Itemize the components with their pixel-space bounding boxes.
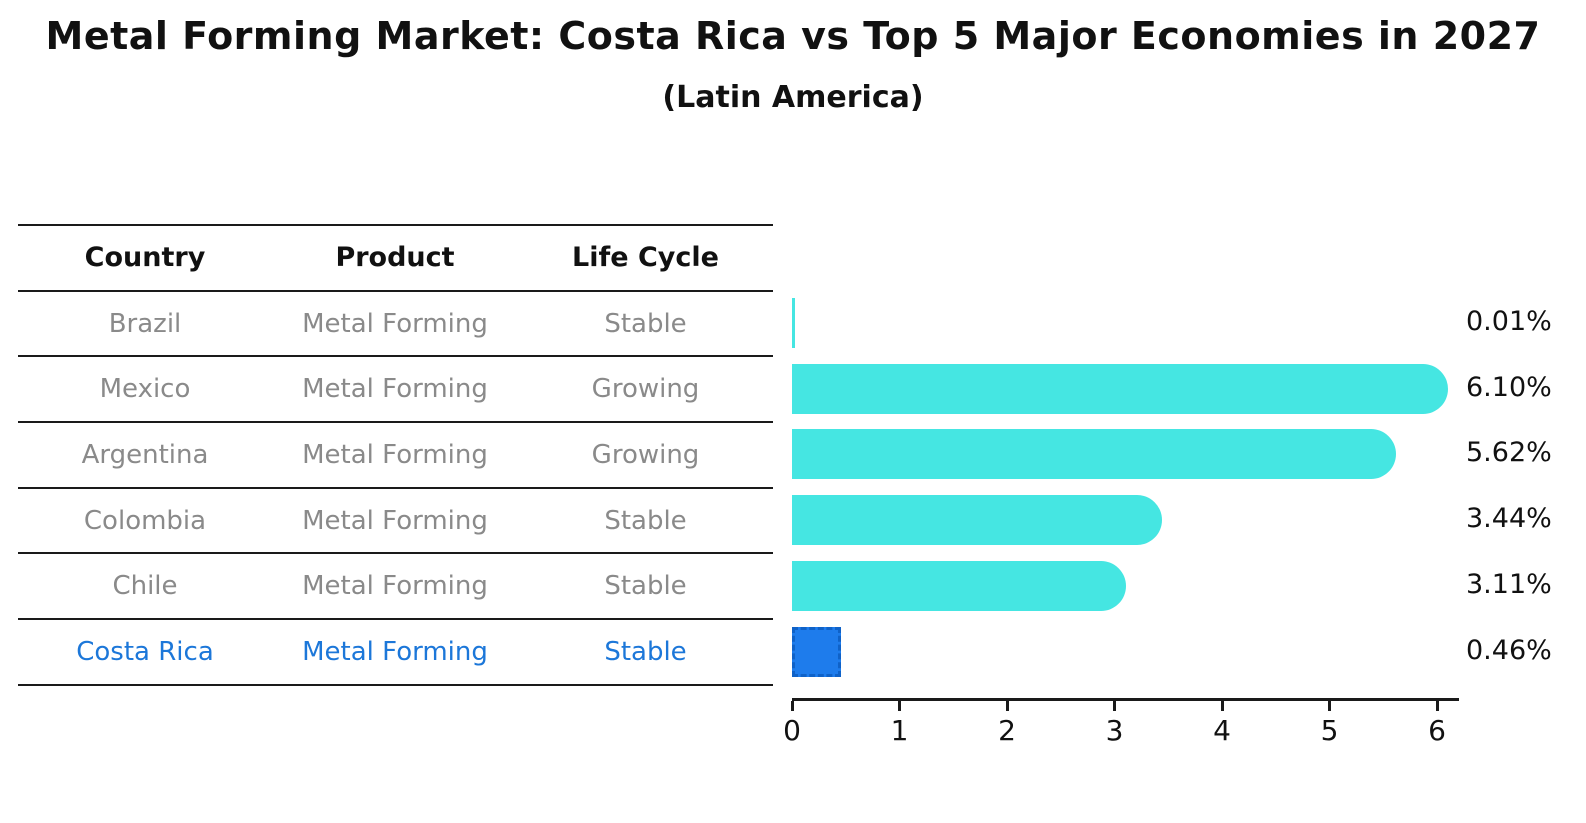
- x-tick-label: 5: [1320, 714, 1339, 747]
- bar-value-label: 3.44%: [1466, 503, 1552, 535]
- bar-argentina: [792, 429, 1397, 480]
- chart-title: Metal Forming Market: Costa Rica vs Top …: [45, 14, 1541, 58]
- x-tick: [1113, 701, 1116, 711]
- x-tick: [898, 701, 901, 711]
- cell-product: Metal Forming: [302, 505, 488, 536]
- cell-country: Costa Rica: [76, 636, 214, 667]
- bar-brazil: [792, 297, 795, 348]
- cell-life-cycle: Growing: [591, 439, 700, 470]
- table-row-brazil: Brazil Metal Forming Stable: [18, 289, 773, 356]
- cell-life-cycle: Stable: [604, 571, 687, 602]
- cell-country: Brazil: [108, 308, 182, 339]
- x-tick: [1005, 701, 1009, 711]
- cell-life-cycle: Stable: [604, 636, 687, 667]
- cell-product: Metal Forming: [302, 636, 488, 667]
- cell-life-cycle: Stable: [604, 505, 687, 536]
- bar-value-label: 0.46%: [1466, 634, 1552, 666]
- x-tick-label: 3: [1105, 714, 1124, 747]
- cell-product: Metal Forming: [302, 308, 488, 339]
- x-tick: [790, 701, 794, 711]
- bar-value-label: 6.10%: [1466, 371, 1552, 403]
- x-axis-line: [792, 698, 1459, 701]
- table-row-mexico: Mexico Metal Forming Growing: [18, 355, 773, 421]
- bar-value-label: 5.62%: [1466, 437, 1552, 469]
- cell-product: Metal Forming: [302, 571, 488, 602]
- x-tick-label: 2: [998, 714, 1016, 747]
- bar-colombia: [792, 495, 1162, 546]
- cell-country: Colombia: [83, 505, 207, 536]
- x-tick: [1435, 701, 1439, 711]
- bar-mexico: [792, 363, 1448, 414]
- column-header-product: Product: [335, 242, 455, 274]
- table-row-argentina: Argentina Metal Forming Growing: [18, 421, 773, 487]
- cell-life-cycle: Growing: [591, 374, 700, 405]
- chart-subtitle: (Latin America): [662, 80, 924, 115]
- x-tick-label: 1: [890, 714, 909, 747]
- country-table: Country Product Life Cycle Brazil Metal …: [18, 224, 773, 686]
- table-row-costa-rica: Costa Rica Metal Forming Stable: [18, 618, 773, 684]
- cell-country: Chile: [112, 571, 178, 602]
- column-header-life-cycle: Life Cycle: [572, 242, 719, 274]
- table-header-row: Country Product Life Cycle: [18, 224, 773, 290]
- table-row-chile: Chile Metal Forming Stable: [18, 552, 773, 618]
- cell-country: Argentina: [81, 439, 209, 470]
- table-row-colombia: Colombia Metal Forming Stable: [18, 486, 773, 553]
- cell-product: Metal Forming: [302, 374, 488, 405]
- bar-chile: [792, 560, 1127, 611]
- x-tick: [1328, 701, 1331, 711]
- x-tick-label: 4: [1213, 714, 1231, 747]
- cell-life-cycle: Stable: [604, 308, 687, 339]
- cell-country: Mexico: [99, 374, 191, 405]
- cell-product: Metal Forming: [302, 439, 488, 470]
- x-tick-label: 0: [783, 714, 801, 747]
- bar-value-label: 3.11%: [1466, 568, 1552, 600]
- column-header-country: Country: [84, 242, 206, 274]
- x-tick: [1220, 701, 1224, 711]
- bar-value-label: 0.01%: [1466, 305, 1552, 337]
- bar-costa-rica: [792, 626, 842, 677]
- x-tick-label: 6: [1428, 714, 1446, 747]
